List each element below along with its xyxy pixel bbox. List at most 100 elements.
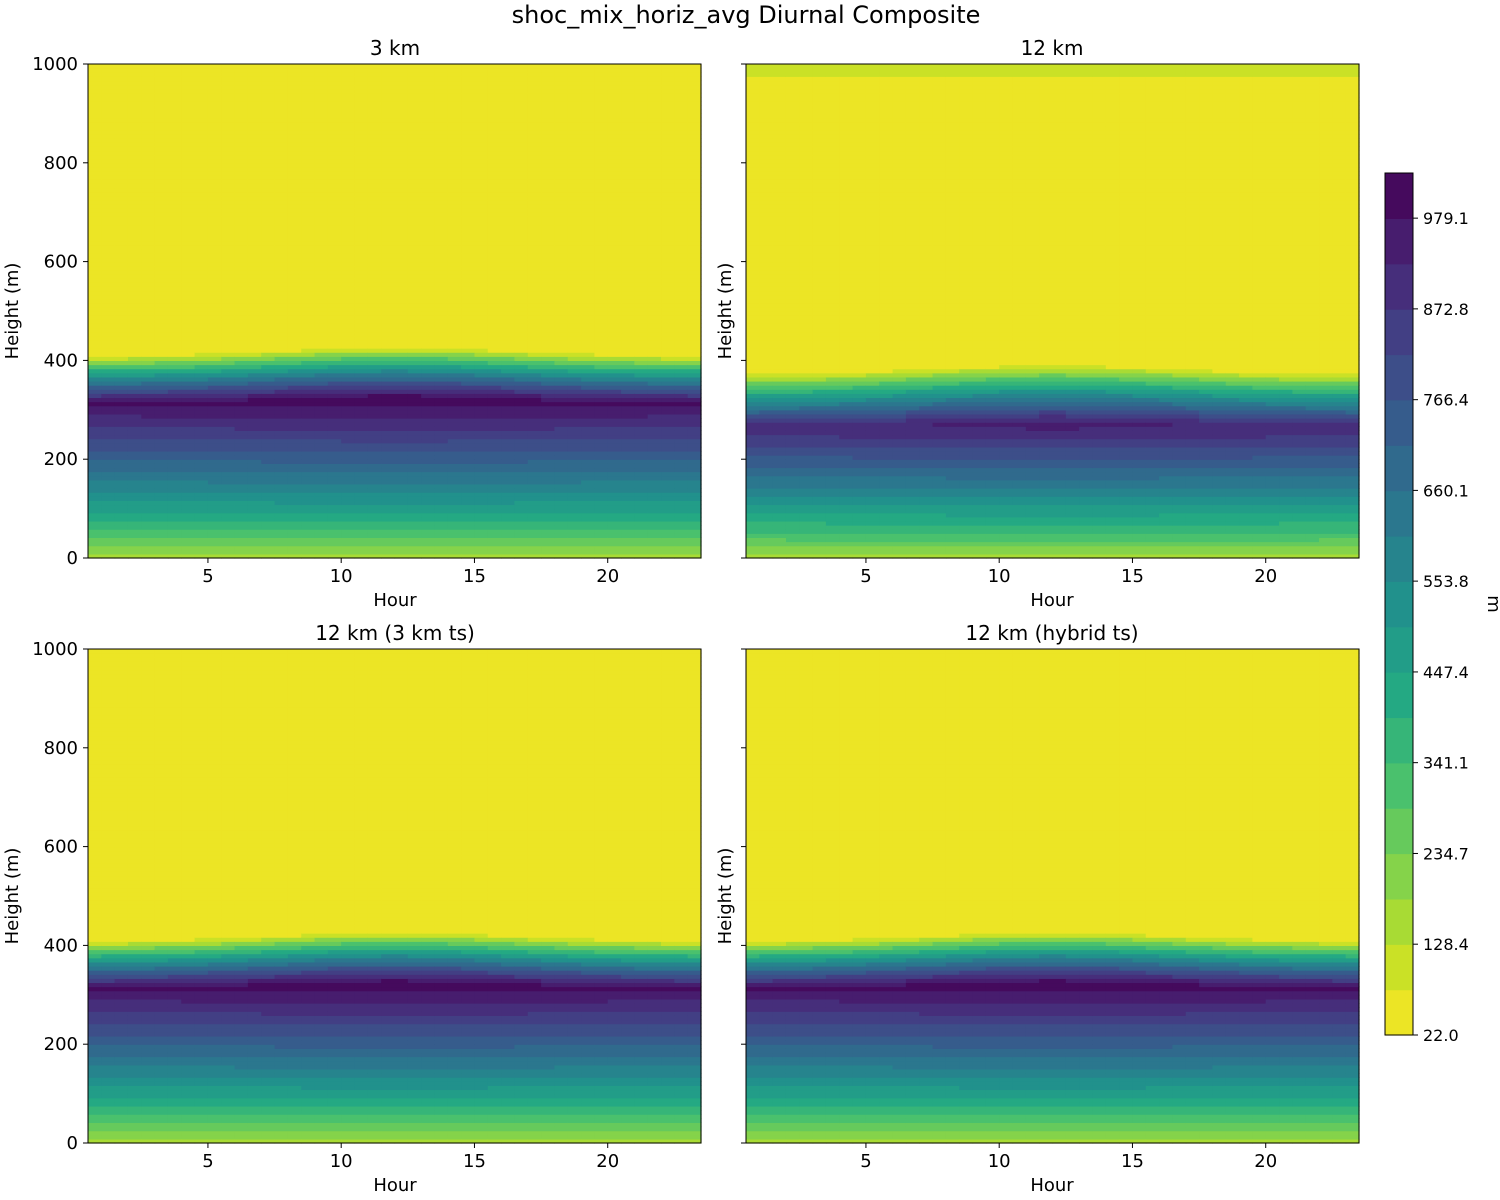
contour-cell <box>274 76 289 82</box>
contour-cell <box>207 525 222 530</box>
contour-cell <box>314 302 329 308</box>
contour-cell <box>141 290 156 296</box>
contour-cell <box>88 228 102 234</box>
contour-cell <box>474 265 489 271</box>
contour-cell <box>394 409 409 415</box>
contour-cell <box>434 327 449 333</box>
contour-cell <box>354 278 369 283</box>
contour-cell <box>367 520 382 526</box>
contour-cell <box>621 129 635 135</box>
contour-cell <box>594 516 609 522</box>
contour-cell <box>581 64 595 69</box>
contour-cell <box>581 265 595 271</box>
contour-cell <box>447 203 462 209</box>
contour-cell <box>514 471 529 477</box>
contour-cell <box>541 138 556 143</box>
contour-cell <box>127 265 142 271</box>
contour-cell <box>514 533 529 539</box>
contour-cell <box>234 553 249 559</box>
contour-cell <box>567 113 582 119</box>
contour-cell <box>461 492 476 497</box>
contour-cell <box>154 109 169 114</box>
contour-cell <box>234 446 249 452</box>
contour-cell <box>154 290 169 296</box>
contour-cell <box>127 475 142 481</box>
contour-cell <box>287 348 302 353</box>
contour-cell <box>421 409 436 415</box>
contour-cell <box>594 471 609 477</box>
contour-cell <box>434 249 449 254</box>
contour-cell <box>607 339 622 345</box>
contour-cell <box>88 109 102 114</box>
contour-cell <box>381 372 396 378</box>
contour-cell <box>154 133 169 139</box>
contour-cell <box>367 504 382 510</box>
contour-cell <box>421 426 436 431</box>
contour-cell <box>234 467 249 473</box>
contour-cell <box>101 294 116 300</box>
contour-cell <box>461 545 476 551</box>
contour-cell <box>207 520 222 526</box>
contour-cell <box>207 245 222 250</box>
contour-cell <box>501 253 516 259</box>
contour-cell <box>487 191 502 197</box>
contour-cell <box>141 133 156 139</box>
contour-cell <box>501 64 516 69</box>
contour-cell <box>141 72 156 77</box>
contour-cell <box>407 520 422 526</box>
contour-cell <box>367 496 382 501</box>
contour-cell <box>461 96 476 102</box>
contour-cell <box>274 446 289 452</box>
contour-cell <box>381 343 396 349</box>
contour-cell <box>501 88 516 94</box>
contour-cell <box>541 117 556 123</box>
contour-cell <box>354 549 369 555</box>
contour-cell <box>407 331 422 337</box>
contour-cell <box>167 442 182 448</box>
contour-cell <box>234 216 249 222</box>
contour-cell <box>167 203 182 209</box>
contour-cell <box>541 220 556 226</box>
contour-cell <box>381 109 396 114</box>
contour-cell <box>301 520 316 526</box>
contour-cell <box>261 249 276 254</box>
contour-cell <box>474 450 489 456</box>
contour-cell <box>461 72 476 77</box>
contour-cell <box>287 105 302 110</box>
contour-cell <box>394 203 409 209</box>
contour-cell <box>514 142 529 147</box>
contour-cell <box>607 315 622 320</box>
contour-cell <box>541 187 556 193</box>
contour-cell <box>181 455 196 460</box>
contour-cell <box>514 253 529 259</box>
contour-cell <box>194 483 209 489</box>
contour-cell <box>261 150 276 156</box>
contour-cell <box>194 446 209 452</box>
contour-cell <box>301 125 316 131</box>
contour-cell <box>554 434 569 440</box>
contour-cell <box>261 335 276 341</box>
contour-cell <box>354 463 369 469</box>
contour-cell <box>101 409 116 415</box>
contour-cell <box>88 158 102 164</box>
contour-cell <box>381 525 396 530</box>
contour-cell <box>447 162 462 168</box>
contour-cell <box>607 516 622 522</box>
contour-cell <box>354 253 369 259</box>
contour-cell <box>341 162 356 168</box>
contour-cell <box>474 212 489 217</box>
contour-cell <box>234 459 249 464</box>
contour-cell <box>207 183 222 189</box>
contour-cell <box>221 327 236 333</box>
contour-cell <box>381 212 396 217</box>
contour-cell <box>221 84 236 90</box>
contour-cell <box>234 520 249 526</box>
contour-cell <box>567 385 582 390</box>
contour-cell <box>194 282 209 287</box>
contour-cell <box>554 249 569 254</box>
contour-cell <box>287 455 302 460</box>
contour-cell <box>421 216 436 222</box>
contour-cell <box>527 372 542 378</box>
contour-cell <box>261 171 276 176</box>
contour-cell <box>447 265 462 271</box>
